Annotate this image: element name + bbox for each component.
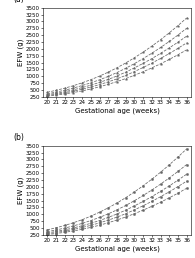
- Text: (a): (a): [13, 0, 24, 4]
- X-axis label: Gestational age (weeks): Gestational age (weeks): [74, 107, 160, 114]
- Y-axis label: EFW (g): EFW (g): [17, 38, 24, 66]
- X-axis label: Gestational age (weeks): Gestational age (weeks): [74, 245, 160, 252]
- Text: (b): (b): [13, 133, 24, 142]
- Y-axis label: EFW (g): EFW (g): [17, 176, 24, 204]
